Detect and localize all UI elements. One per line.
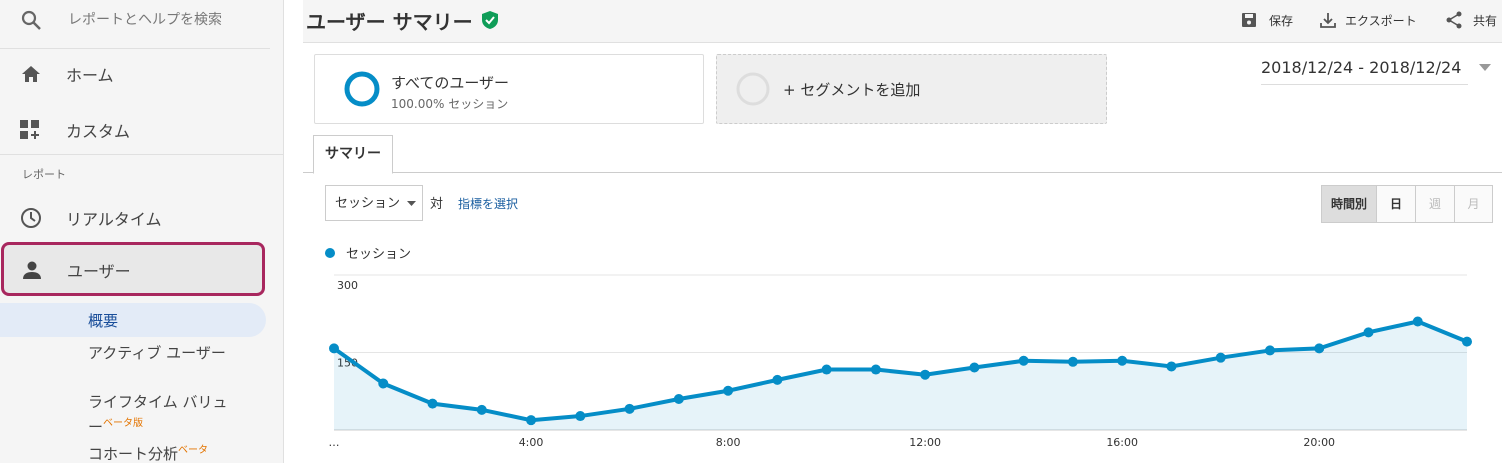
x-tick-label: … [329,436,340,449]
sidebar: レポートとヘルプを検索 ホーム カスタム レポート リアルタイム ユーザー 概要… [0,0,284,463]
x-tick-label: 12:00 [909,436,941,449]
point [1462,336,1472,347]
tab[interactable]: サマリー [313,135,393,174]
action[interactable]: 共有 [1473,14,1498,28]
nav-realtime[interactable]: リアルタイム [0,192,283,242]
y-tick-label: 300 [337,279,358,292]
point [1264,345,1275,356]
segment-name: すべてのユーザー [391,74,510,92]
export-icon [1320,13,1336,28]
home-icon [22,66,40,82]
nav-users[interactable]: ユーザー [1,242,265,296]
nav-label: カスタム [66,122,131,141]
dropdown-arrow [407,201,416,206]
point [1412,316,1423,327]
x-tick-label: 16:00 [1106,436,1138,449]
custom-icon [20,120,39,139]
point [1166,361,1177,372]
point [1363,327,1374,338]
verified-icon [482,11,498,29]
search-placeholder: レポートとヘルプを検索 [68,12,222,28]
segment-ring-empty [736,72,770,106]
segment-ring [344,71,380,107]
badge: ベータ [178,445,209,456]
dropdown-arrow [1479,64,1491,71]
granularity-button[interactable]: 週 [1415,185,1455,223]
point [1215,352,1226,363]
page-title: ユーザー サマリー [306,10,473,34]
point [1067,356,1078,367]
area [334,321,1467,430]
segment-share: 100.00% セッション [391,97,509,111]
point [329,343,339,354]
point [526,415,537,426]
granularity-button[interactable]: 月 [1454,185,1493,223]
nav-label: ホーム [66,66,114,85]
x-tick-label: 4:00 [519,436,544,449]
versus: 対 [430,197,444,212]
point [427,398,438,409]
nav-home[interactable]: ホーム [0,48,283,98]
point [575,411,586,422]
select-metric[interactable]: 指標を選択 [458,197,519,211]
add-segment[interactable]: + セグメントを追加 [716,54,1107,124]
section-label: レポート [22,168,66,181]
nav-custom[interactable]: カスタム [0,104,283,155]
point [1314,343,1325,354]
point [673,394,684,404]
nav-label: リアルタイム [66,210,162,229]
sub-label: ライフタイム バリュー [88,393,228,436]
selected-highlight [0,303,266,337]
line [332,319,1468,423]
action[interactable]: 保存 [1269,14,1294,28]
sub-label: コホート分析 [88,445,179,463]
save-icon [1242,13,1256,27]
sub-item[interactable]: コホート分析ベータ [88,440,238,465]
segment-card[interactable]: すべてのユーザー 100.00% セッション [314,54,704,124]
point [378,378,389,389]
share-icon [1446,11,1462,29]
point [969,362,980,373]
sub-item[interactable]: 概要 [88,312,119,330]
point [1117,355,1128,366]
header: ユーザー サマリー 保存 エクスポート 共有 [303,0,1502,43]
legend-label: セッション [346,247,411,262]
date-range[interactable]: 2018/12/24 - 2018/12/24 [1261,58,1491,85]
add-segment-label: + セグメントを追加 [783,81,921,99]
nav-label: ユーザー [67,262,131,281]
point [476,404,487,415]
point [624,403,635,414]
main: ユーザー サマリー 保存 エクスポート 共有 すべてのユーザー 100.00% … [303,0,1502,463]
metric-label: セッション [335,196,401,211]
point [870,364,881,375]
granularity-button[interactable]: 日 [1376,185,1416,223]
point [920,369,931,380]
point [821,364,832,375]
tab-rule [303,172,1502,173]
x-tick-label: 8:00 [716,436,741,449]
search-icon [21,10,41,30]
sub-item[interactable]: ライフタイム バリューベータ版 [88,391,238,438]
action[interactable]: エクスポート [1345,14,1417,28]
clock-icon [21,208,41,228]
x-tick-label: 20:00 [1303,436,1335,449]
date-text: 2018/12/24 - 2018/12/24 [1261,58,1462,77]
search[interactable]: レポートとヘルプを検索 [0,0,270,49]
person-icon [23,261,41,279]
granularity-button[interactable]: 時間別 [1321,185,1377,223]
point [1018,355,1029,366]
point [723,385,734,396]
point [772,374,783,385]
badge: ベータ版 [103,418,144,429]
legend-marker [325,248,335,258]
metric-dropdown[interactable]: セッション [325,185,423,221]
sub-item[interactable]: アクティブ ユーザー [88,344,226,362]
